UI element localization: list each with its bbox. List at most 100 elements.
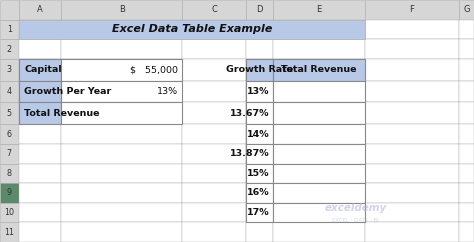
Text: 13.67%: 13.67%	[230, 109, 269, 118]
Bar	[365, 0, 459, 20]
Text: C: C	[211, 5, 217, 14]
Bar	[61, 164, 182, 183]
Text: 11: 11	[4, 228, 14, 237]
Bar	[61, 59, 182, 81]
Text: 3: 3	[7, 65, 12, 74]
Bar	[246, 102, 273, 124]
Bar	[365, 203, 459, 222]
Text: 7: 7	[7, 149, 12, 158]
Bar	[0, 164, 18, 183]
Bar	[61, 39, 182, 59]
Text: exceldemy: exceldemy	[324, 203, 387, 213]
Bar	[459, 102, 474, 124]
Bar	[18, 203, 61, 222]
Bar	[61, 20, 182, 39]
Bar	[0, 0, 18, 20]
Bar	[246, 124, 273, 144]
Bar	[18, 183, 61, 203]
Bar	[18, 20, 365, 39]
Bar	[18, 102, 61, 124]
Bar	[18, 222, 61, 242]
Text: 6: 6	[7, 129, 12, 139]
Bar	[246, 102, 273, 124]
Text: Growth Rate: Growth Rate	[226, 65, 293, 74]
Bar	[61, 81, 182, 102]
Bar	[273, 59, 365, 81]
Bar	[246, 20, 273, 39]
Bar	[0, 222, 18, 242]
Text: 15%: 15%	[247, 169, 269, 178]
Bar	[459, 164, 474, 183]
Text: Excel Data Table Example: Excel Data Table Example	[112, 24, 272, 34]
Bar	[182, 164, 246, 183]
Bar	[273, 102, 365, 124]
Bar	[246, 203, 273, 222]
Bar	[246, 164, 273, 183]
Bar	[61, 102, 182, 124]
Bar	[182, 183, 246, 203]
Bar	[0, 102, 18, 124]
Bar	[18, 59, 61, 81]
Bar	[273, 183, 365, 203]
Text: 5: 5	[7, 109, 12, 118]
Bar	[61, 203, 182, 222]
Bar	[273, 183, 365, 203]
Text: 16%: 16%	[247, 189, 269, 197]
Bar	[273, 124, 365, 144]
Bar	[61, 102, 182, 124]
Bar	[182, 203, 246, 222]
Bar	[365, 183, 459, 203]
Bar	[182, 81, 246, 102]
Text: 9: 9	[7, 189, 12, 197]
Bar	[0, 20, 18, 39]
Text: 10: 10	[4, 208, 14, 217]
Text: 14%: 14%	[247, 129, 269, 139]
Bar	[61, 81, 182, 102]
Bar	[273, 222, 365, 242]
Bar	[273, 203, 365, 222]
Bar	[246, 183, 273, 203]
Text: Total Revenue: Total Revenue	[282, 65, 357, 74]
Bar	[246, 222, 273, 242]
Bar	[182, 0, 246, 20]
Text: 17%: 17%	[247, 208, 269, 217]
Text: B: B	[119, 5, 125, 14]
Bar	[365, 81, 459, 102]
Bar	[273, 164, 365, 183]
Text: E: E	[317, 5, 322, 14]
Bar	[0, 81, 18, 102]
Bar	[246, 0, 273, 20]
Bar	[273, 59, 365, 81]
Bar	[459, 20, 474, 39]
Bar	[246, 39, 273, 59]
Text: Total Revenue: Total Revenue	[24, 109, 100, 118]
Bar	[273, 102, 365, 124]
Bar	[18, 59, 61, 81]
Bar	[182, 102, 246, 124]
Bar	[61, 59, 182, 81]
Bar	[246, 203, 273, 222]
Bar	[61, 222, 182, 242]
Text: 13%: 13%	[247, 87, 269, 96]
Bar	[18, 0, 61, 20]
Bar	[273, 39, 365, 59]
Text: 2: 2	[7, 45, 12, 53]
Text: G: G	[463, 5, 470, 14]
Bar	[246, 164, 273, 183]
Bar	[246, 59, 273, 81]
Text: A: A	[37, 5, 43, 14]
Text: D: D	[256, 5, 263, 14]
Bar	[365, 20, 459, 39]
Bar	[459, 144, 474, 164]
Text: F: F	[410, 5, 414, 14]
Bar	[459, 203, 474, 222]
Text: EXCEL · DATA · BI: EXCEL · DATA · BI	[332, 218, 379, 223]
Bar	[18, 144, 61, 164]
Bar	[273, 20, 365, 39]
Bar	[18, 81, 61, 102]
Bar	[246, 59, 273, 81]
Bar	[246, 81, 273, 102]
Bar	[18, 164, 61, 183]
Bar	[182, 59, 246, 81]
Bar	[61, 0, 182, 20]
